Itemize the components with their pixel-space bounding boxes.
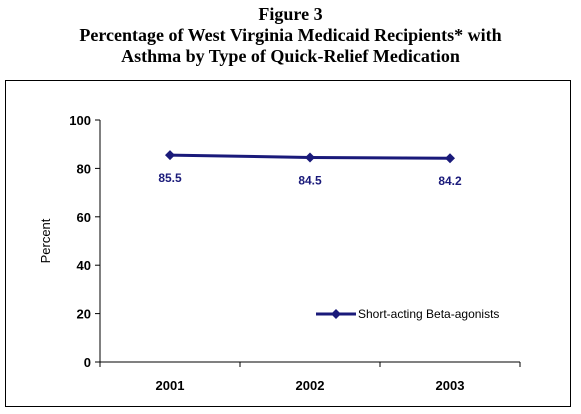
x-tick-label: 2002 <box>296 378 325 393</box>
data-label: 84.5 <box>298 174 322 188</box>
y-tick-label: 40 <box>77 258 91 273</box>
y-axis-title: Percent <box>38 218 53 263</box>
data-label: 85.5 <box>158 171 182 185</box>
y-tick-label: 20 <box>77 307 91 322</box>
chart-frame <box>5 80 571 407</box>
data-point-marker <box>305 152 315 163</box>
x-tick-label: 2003 <box>436 378 465 393</box>
legend-label: Short-acting Beta-agonists <box>358 307 499 321</box>
legend-marker <box>331 309 341 319</box>
y-tick-label: 60 <box>77 210 91 225</box>
chart-title-line-2: Asthma by Type of Quick-Relief Medicatio… <box>121 46 460 66</box>
chart-title-line-1: Percentage of West Virginia Medicaid Rec… <box>79 25 502 45</box>
y-tick-label: 0 <box>84 355 91 370</box>
figure-label: Figure 3 <box>258 4 323 24</box>
y-tick-label: 80 <box>77 161 91 176</box>
y-tick-label: 100 <box>69 113 91 128</box>
data-point-marker <box>445 153 455 164</box>
x-tick-label: 2001 <box>156 378 185 393</box>
data-point-marker <box>165 150 175 161</box>
data-label: 84.2 <box>438 174 462 188</box>
